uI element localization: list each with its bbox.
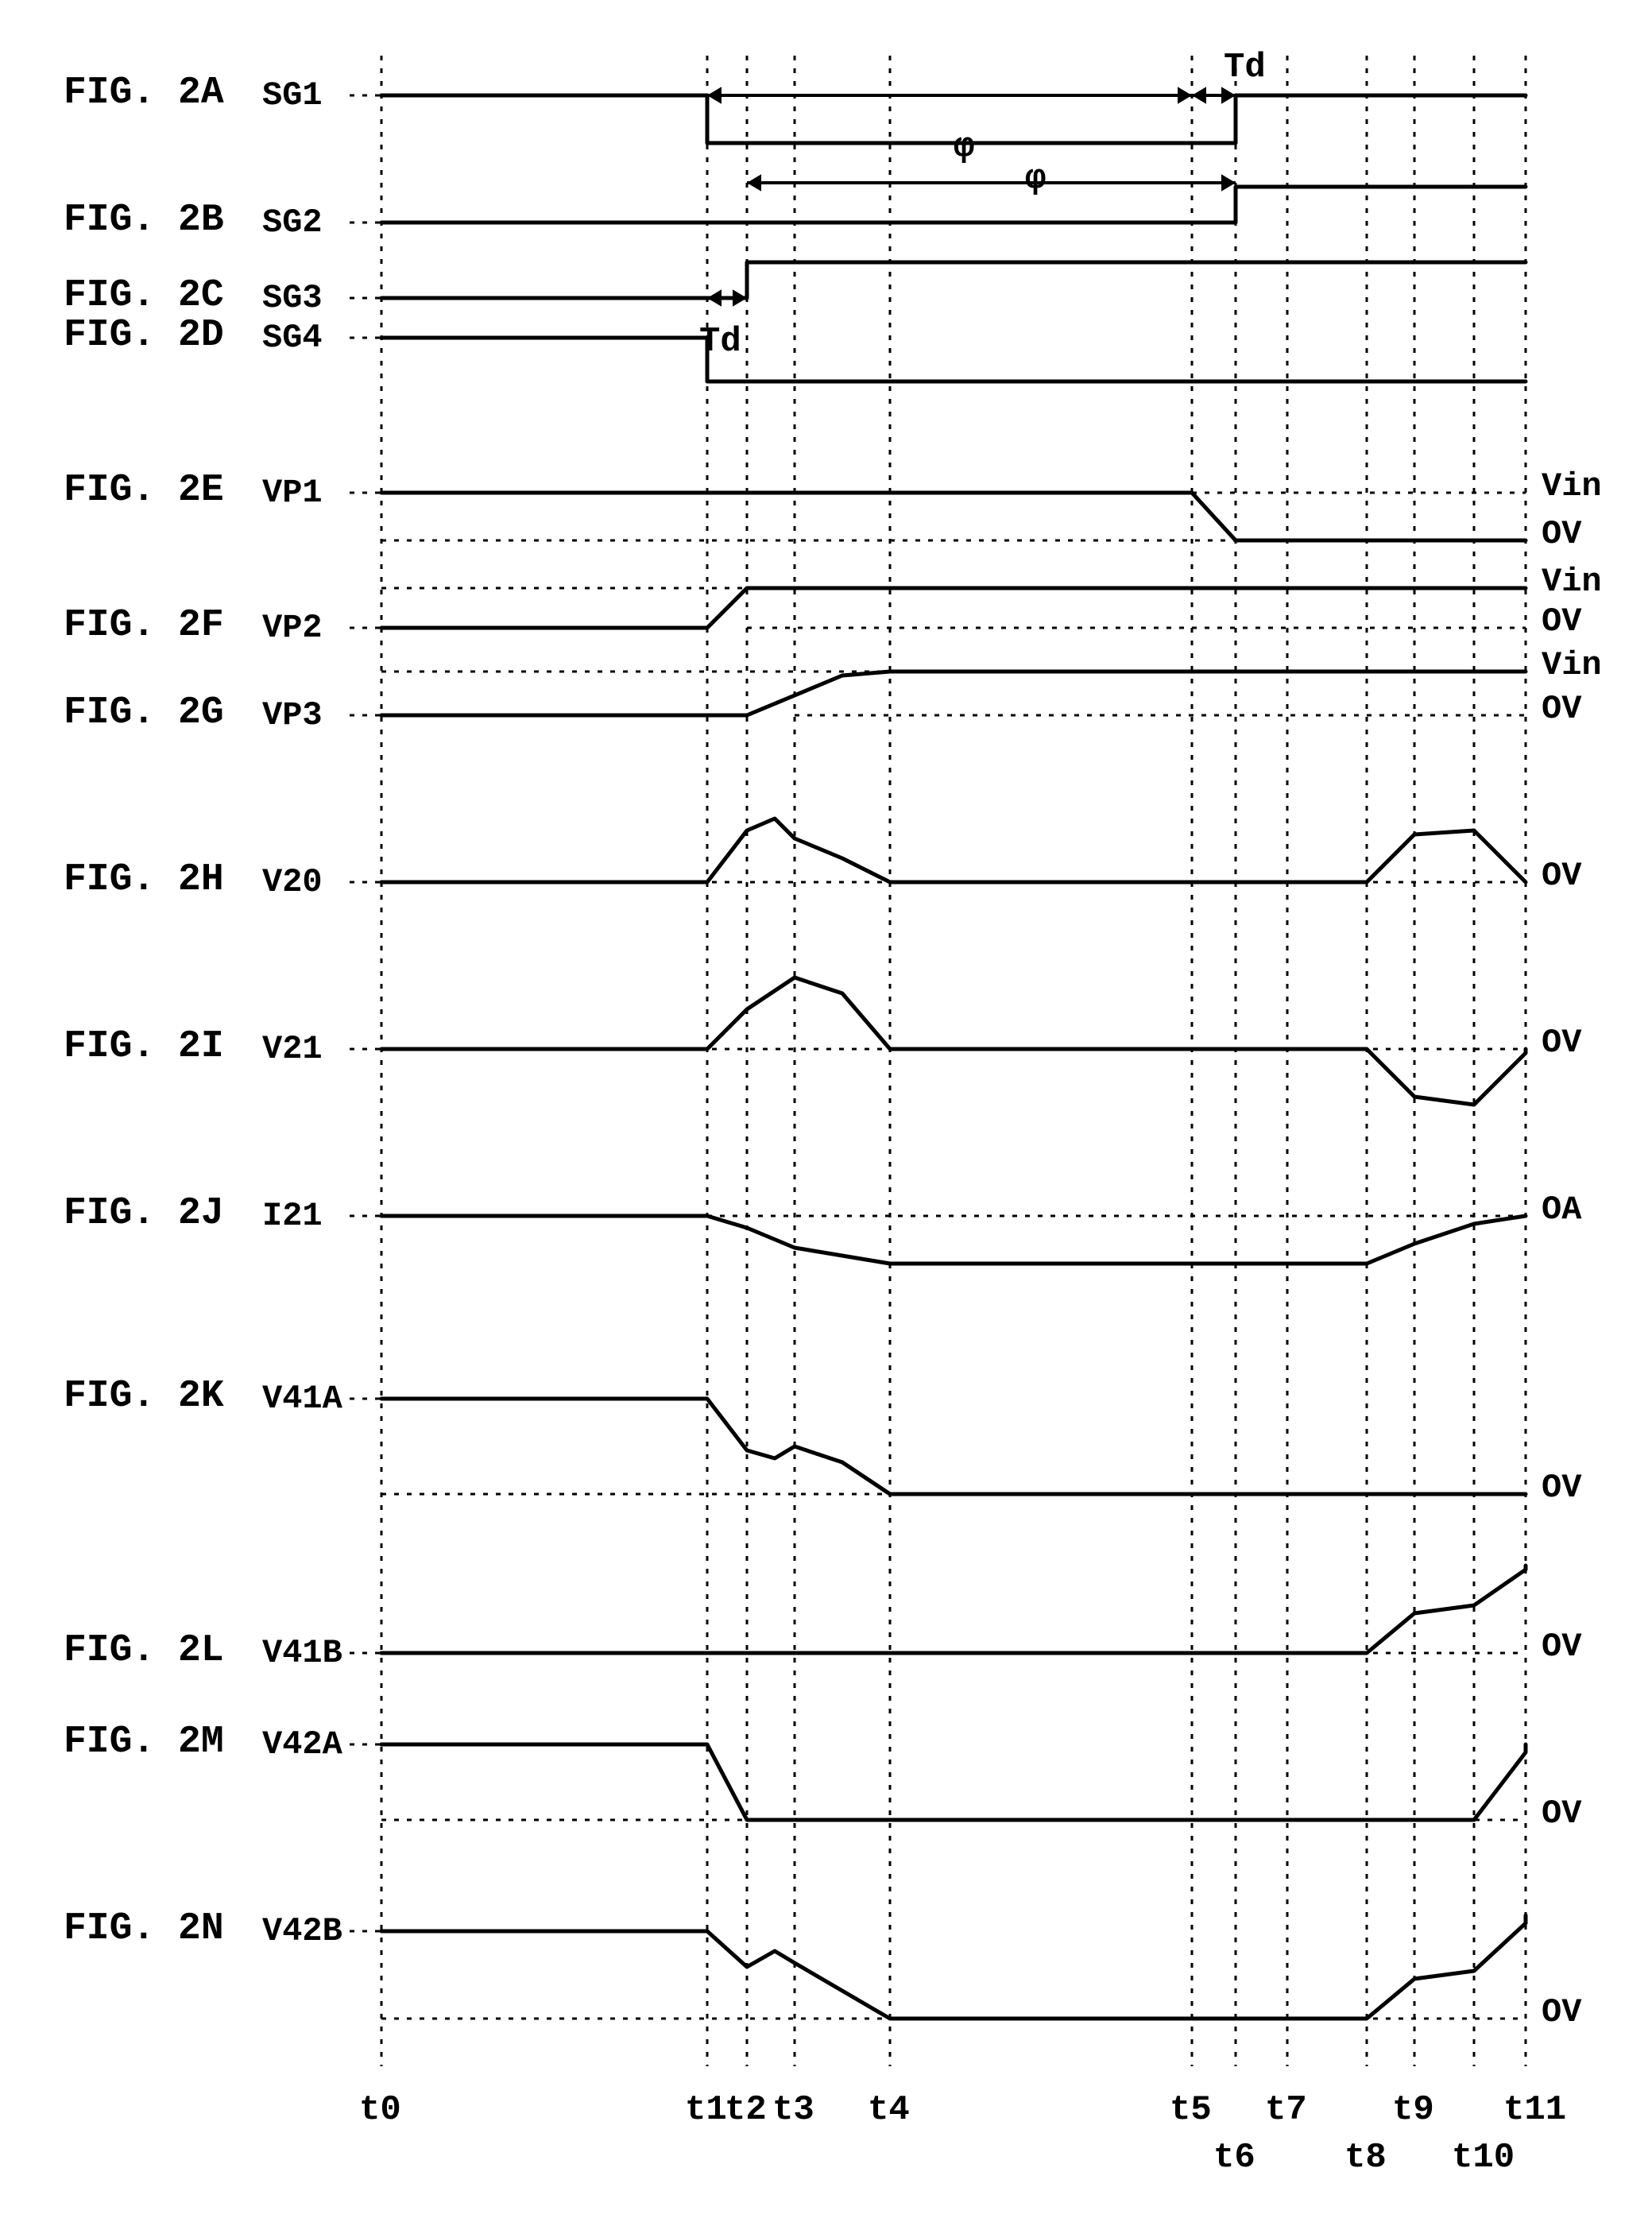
time-label-t4: t4 (868, 2090, 910, 2130)
val-label-VP3-0: Vin (1542, 646, 1602, 684)
val-label-V21-0: OV (1542, 1024, 1581, 1062)
val-label-V42B-0: OV (1542, 1993, 1581, 2031)
val-label-VP2-1: OV (1542, 602, 1581, 641)
sig-label-VP1: VP1 (262, 474, 323, 512)
val-label-VP3-1: OV (1542, 690, 1581, 728)
val-label-V20-0: OV (1542, 857, 1581, 895)
val-label-I21-0: OA (1542, 1190, 1581, 1229)
time-label-t3: t3 (772, 2090, 814, 2130)
time-label-t10: t10 (1452, 2138, 1515, 2178)
fig-label-V41B: FIG. 2L (64, 1629, 224, 1672)
sig-label-V20: V20 (262, 863, 323, 901)
time-label-t11: t11 (1503, 2090, 1566, 2130)
sig-label-SG2: SG2 (262, 203, 323, 242)
sig-label-SG1: SG1 (262, 76, 323, 114)
sig-label-V42B: V42B (262, 1912, 342, 1950)
time-label-t7: t7 (1265, 2090, 1307, 2130)
sig-label-VP2: VP2 (262, 609, 323, 647)
time-label-t1: t1 (685, 2090, 727, 2130)
time-label-t2: t2 (725, 2090, 767, 2130)
timing-diagram-svg (0, 0, 1652, 2226)
sig-label-VP3: VP3 (262, 696, 323, 734)
annot-phi1: φ (954, 127, 974, 167)
sig-label-V41A: V41A (262, 1380, 342, 1418)
fig-label-SG2: FIG. 2B (64, 199, 224, 242)
fig-label-I21: FIG. 2J (64, 1192, 224, 1235)
fig-label-SG3: FIG. 2C (64, 274, 224, 317)
sig-label-V42A: V42A (262, 1725, 342, 1763)
time-label-t6: t6 (1213, 2138, 1255, 2178)
sig-label-SG4: SG4 (262, 319, 323, 357)
sig-label-SG3: SG3 (262, 279, 323, 317)
val-label-VP2-0: Vin (1542, 563, 1602, 601)
sig-label-V21: V21 (262, 1030, 323, 1068)
time-label-t5: t5 (1170, 2090, 1212, 2130)
fig-label-VP1: FIG. 2E (64, 469, 224, 512)
sig-label-I21: I21 (262, 1197, 323, 1235)
annot-phi2: φ (1025, 159, 1046, 199)
val-label-V42A-0: OV (1542, 1794, 1581, 1833)
annot-Td_bot: Td (699, 322, 741, 362)
fig-label-VP2: FIG. 2F (64, 604, 224, 647)
time-label-t9: t9 (1392, 2090, 1434, 2130)
val-label-VP1-0: Vin (1542, 467, 1602, 505)
fig-label-SG1: FIG. 2A (64, 72, 224, 114)
fig-label-V21: FIG. 2I (64, 1025, 224, 1068)
fig-label-V20: FIG. 2H (64, 858, 224, 901)
fig-label-V42B: FIG. 2N (64, 1907, 224, 1950)
annot-Td_top: Td (1224, 48, 1266, 87)
fig-label-V41A: FIG. 2K (64, 1375, 224, 1418)
sig-label-V41B: V41B (262, 1634, 342, 1672)
val-label-V41B-0: OV (1542, 1628, 1581, 1666)
val-label-VP1-1: OV (1542, 515, 1581, 553)
val-label-V41A-0: OV (1542, 1469, 1581, 1507)
time-label-t0: t0 (359, 2090, 401, 2130)
fig-label-SG4: FIG. 2D (64, 314, 224, 357)
fig-label-VP3: FIG. 2G (64, 691, 224, 734)
time-label-t8: t8 (1344, 2138, 1387, 2178)
fig-label-V42A: FIG. 2M (64, 1721, 224, 1763)
